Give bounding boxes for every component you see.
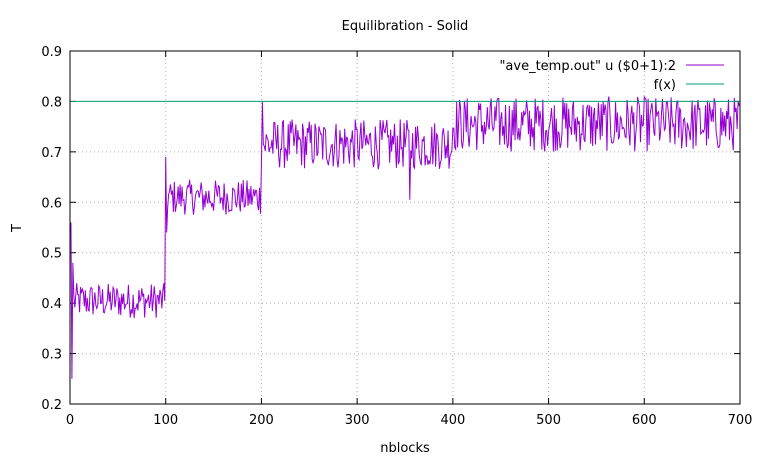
legend: "ave_temp.out" u ($0+1):2 f(x) [499, 59, 724, 93]
series-temperature-line [70, 95, 741, 379]
legend-label-temperature: "ave_temp.out" u ($0+1):2 [499, 59, 676, 74]
x-tick-label: 700 [728, 413, 753, 428]
chart-title: Equilibration - Solid [342, 19, 469, 34]
y-tick-label: 0.5 [41, 247, 62, 262]
x-tick-label: 200 [249, 413, 274, 428]
x-axis: 0 100 200 300 400 500 600 700 [66, 51, 753, 428]
y-tick-label: 0.9 [41, 45, 62, 60]
x-tick-label: 100 [153, 413, 178, 428]
y-axis: 0.2 0.3 0.4 0.5 0.6 0.7 0.8 0.9 [41, 45, 740, 413]
y-tick-label: 0.8 [41, 95, 62, 110]
y-axis-label: T [10, 224, 25, 233]
y-tick-label: 0.4 [41, 297, 62, 312]
x-tick-label: 400 [440, 413, 465, 428]
plot-border [69, 50, 741, 405]
x-tick-label: 0 [66, 413, 74, 428]
y-tick-label: 0.6 [41, 196, 62, 211]
grid [70, 51, 740, 404]
legend-label-fx: f(x) [654, 78, 676, 93]
x-tick-label: 500 [536, 413, 561, 428]
y-tick-label: 0.3 [41, 348, 62, 363]
x-axis-label: nblocks [380, 441, 430, 456]
x-tick-label: 600 [632, 413, 657, 428]
x-tick-label: 300 [345, 413, 370, 428]
y-tick-label: 0.7 [41, 146, 62, 161]
series-group [70, 95, 741, 379]
y-tick-label: 0.2 [41, 398, 62, 413]
